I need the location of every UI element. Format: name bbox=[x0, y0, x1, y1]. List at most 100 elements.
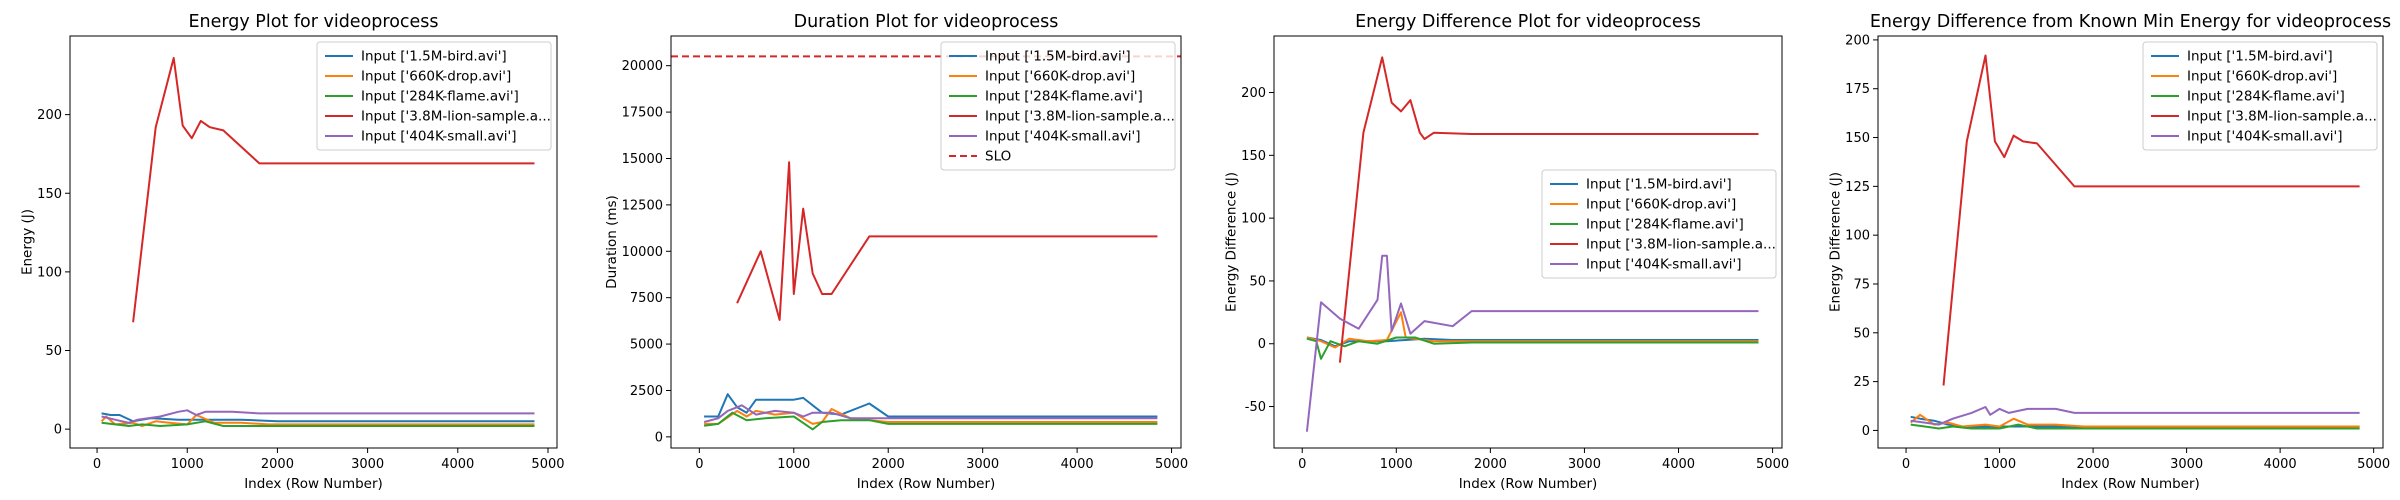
x-axis-label: Index (Row Number) bbox=[1459, 476, 1598, 492]
series-line-3 bbox=[101, 420, 535, 427]
x-tick-label: 5000 bbox=[531, 457, 564, 472]
y-tick-label: 200 bbox=[1845, 33, 1870, 48]
y-tick-label: 0 bbox=[54, 423, 62, 438]
x-tick-label: 0 bbox=[695, 457, 703, 472]
legend-label: Input ['284K-flame.avi'] bbox=[2187, 89, 2345, 105]
series-line-1 bbox=[704, 393, 1158, 418]
y-tick-label: 25 bbox=[1853, 375, 1870, 390]
plot-area bbox=[1305, 56, 1759, 432]
y-tick-label: 50 bbox=[1249, 274, 1266, 289]
y-tick-label: 5000 bbox=[630, 338, 663, 353]
chart-title: Energy Difference Plot for videoprocess bbox=[1355, 12, 1701, 32]
y-tick-label: 150 bbox=[1845, 131, 1870, 146]
y-axis-label: Energy Difference (J) bbox=[1827, 172, 1843, 312]
x-axis-label: Index (Row Number) bbox=[244, 476, 383, 492]
chart-panel-3: Energy Difference Plot for videoprocess 0… bbox=[1223, 12, 1789, 492]
y-axis-label: Duration (ms) bbox=[604, 195, 620, 289]
series-line-4 bbox=[736, 161, 1158, 321]
chart-panel-4: Energy Difference from Known Min Energy … bbox=[1827, 12, 2391, 492]
x-tick-label: 1000 bbox=[1983, 457, 2016, 472]
plot-area bbox=[100, 57, 535, 427]
y-tick-label: 150 bbox=[37, 187, 62, 202]
y-tick-label: 200 bbox=[1241, 86, 1266, 101]
x-axis-label: Index (Row Number) bbox=[2061, 476, 2200, 492]
legend-label: Input ['404K-small.avi'] bbox=[985, 129, 1141, 145]
series-line-5 bbox=[1305, 254, 1759, 432]
x-tick-label: 2000 bbox=[261, 457, 294, 472]
legend-label: Input ['3.8M-lion-sample.a... bbox=[1586, 237, 1776, 253]
x-tick-label: 1000 bbox=[1380, 457, 1413, 472]
y-tick-label: 7500 bbox=[630, 291, 663, 306]
axes-frame bbox=[69, 35, 558, 449]
y-tick-label: 125 bbox=[1845, 180, 1870, 195]
series-line-4 bbox=[1942, 54, 2360, 386]
legend-label: Input ['284K-flame.avi'] bbox=[361, 89, 519, 105]
legend: Input ['1.5M-bird.avi'] Input ['660K-drop… bbox=[316, 41, 552, 151]
x-tick-label: 5000 bbox=[1756, 457, 1789, 472]
legend-label: Input ['1.5M-bird.avi'] bbox=[1586, 177, 1732, 193]
x-tick-label: 2000 bbox=[2077, 457, 2110, 472]
series-line-3 bbox=[1910, 423, 2360, 430]
chart-title: Energy Difference from Known Min Energy … bbox=[1870, 12, 2391, 32]
series-line-3 bbox=[703, 411, 1158, 431]
series-line-3 bbox=[1306, 336, 1759, 360]
x-tick-label: 4000 bbox=[2264, 457, 2297, 472]
legend-label: Input ['3.8M-lion-sample.a... bbox=[985, 109, 1175, 125]
legend-label: Input ['1.5M-bird.avi'] bbox=[2187, 49, 2333, 65]
y-tick-label: 12500 bbox=[622, 198, 663, 213]
legend: Input ['1.5M-bird.avi'] Input ['660K-drop… bbox=[2142, 41, 2378, 151]
y-tick-label: 20000 bbox=[622, 59, 663, 74]
legend-label: Input ['3.8M-lion-sample.a... bbox=[361, 109, 551, 125]
series-line-2 bbox=[1910, 413, 2360, 428]
legend-label: Input ['3.8M-lion-sample.a... bbox=[2187, 109, 2377, 125]
legend-label: Input ['660K-drop.avi'] bbox=[1586, 197, 1736, 213]
legend-label: Input ['404K-small.avi'] bbox=[361, 129, 517, 145]
x-tick-label: 0 bbox=[1298, 457, 1306, 472]
y-tick-label: 2500 bbox=[630, 384, 663, 399]
x-tick-label: 3000 bbox=[351, 457, 384, 472]
legend-label: SLO bbox=[985, 149, 1011, 165]
legend-label: Input ['284K-flame.avi'] bbox=[985, 89, 1143, 105]
x-tick-label: 4000 bbox=[1662, 457, 1695, 472]
y-tick-label: 10000 bbox=[622, 245, 663, 260]
x-tick-label: 0 bbox=[93, 457, 101, 472]
legend-label: Input ['404K-small.avi'] bbox=[2187, 129, 2343, 145]
legend-label: Input ['660K-drop.avi'] bbox=[361, 69, 511, 85]
x-tick-label: 5000 bbox=[2357, 457, 2390, 472]
y-tick-label: 0 bbox=[655, 430, 663, 445]
y-tick-label: 100 bbox=[37, 265, 62, 280]
x-tick-label: 1000 bbox=[777, 457, 810, 472]
axes-frame bbox=[1273, 35, 1783, 449]
y-tick-label: 75 bbox=[1853, 277, 1870, 292]
y-tick-label: 150 bbox=[1241, 149, 1266, 164]
legend: Input ['1.5M-bird.avi'] Input ['660K-drop… bbox=[1541, 169, 1777, 279]
y-tick-label: 50 bbox=[45, 344, 62, 359]
x-tick-label: 2000 bbox=[872, 457, 905, 472]
x-tick-label: 4000 bbox=[1061, 457, 1094, 472]
y-tick-label: 50 bbox=[1853, 326, 1870, 341]
legend-label: Input ['1.5M-bird.avi'] bbox=[361, 49, 507, 65]
y-tick-label: -50 bbox=[1245, 400, 1266, 415]
series-line-4 bbox=[132, 57, 535, 323]
y-tick-label: 0 bbox=[1258, 337, 1266, 352]
series-line-5 bbox=[703, 404, 1158, 423]
y-axis-label: Energy Difference (J) bbox=[1223, 172, 1239, 312]
y-tick-label: 15000 bbox=[622, 152, 663, 167]
axes-frame bbox=[670, 35, 1182, 449]
x-tick-label: 0 bbox=[1902, 457, 1910, 472]
legend-label: Input ['284K-flame.avi'] bbox=[1586, 217, 1744, 233]
axes-frame bbox=[1877, 35, 2384, 449]
series-line-5 bbox=[101, 409, 535, 424]
x-tick-label: 5000 bbox=[1155, 457, 1188, 472]
x-tick-label: 4000 bbox=[441, 457, 474, 472]
x-axis-label: Index (Row Number) bbox=[857, 476, 996, 492]
legend-label: Input ['1.5M-bird.avi'] bbox=[985, 49, 1131, 65]
y-tick-label: 100 bbox=[1241, 212, 1266, 227]
y-tick-label: 100 bbox=[1845, 229, 1870, 244]
x-tick-label: 3000 bbox=[2170, 457, 2203, 472]
y-tick-label: 17500 bbox=[622, 106, 663, 121]
x-tick-label: 2000 bbox=[1474, 457, 1507, 472]
x-tick-label: 1000 bbox=[171, 457, 204, 472]
